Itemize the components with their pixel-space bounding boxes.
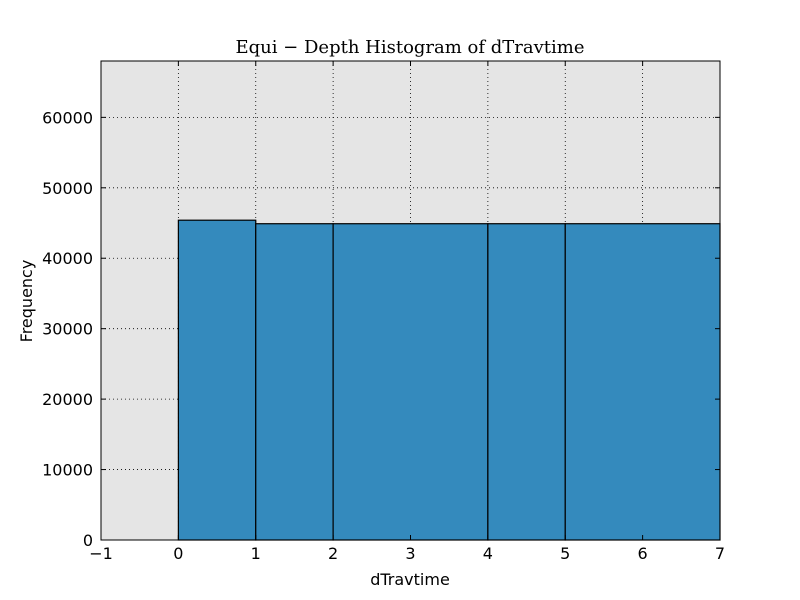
x-tick-label: 3 (405, 544, 415, 563)
y-tick-label: 50000 (42, 179, 93, 198)
histogram-bar (487, 223, 566, 541)
x-tick-label: 4 (483, 544, 493, 563)
y-tick-label: 30000 (42, 320, 93, 339)
x-tick-label: 1 (251, 544, 261, 563)
histogram-bar (564, 223, 721, 541)
y-tick-label: 20000 (42, 390, 93, 409)
x-tick-label: 0 (173, 544, 183, 563)
x-axis-label: dTravtime (370, 570, 450, 589)
bars-group (177, 219, 721, 541)
histogram-bar (332, 223, 489, 541)
y-ticks: 0 10000 20000 30000 40000 50000 60000 (42, 108, 720, 550)
x-tick-label: 5 (560, 544, 570, 563)
x-tick-label: 2 (328, 544, 338, 563)
x-ticks: −1 0 1 2 3 4 5 6 7 (89, 61, 725, 563)
y-tick-label: 10000 (42, 461, 93, 480)
x-tick-label: 6 (638, 544, 648, 563)
y-tick-label: 0 (83, 531, 93, 550)
chart-title: Equi − Depth Histogram of dTravtime (235, 37, 584, 58)
histogram-bar (177, 219, 257, 541)
y-tick-label: 40000 (42, 249, 93, 268)
y-axis-label: Frequency (17, 260, 36, 343)
x-tick-label: −1 (89, 544, 113, 563)
histogram-bar (255, 223, 334, 541)
y-tick-label: 60000 (42, 108, 93, 127)
x-tick-label: 7 (715, 544, 725, 563)
